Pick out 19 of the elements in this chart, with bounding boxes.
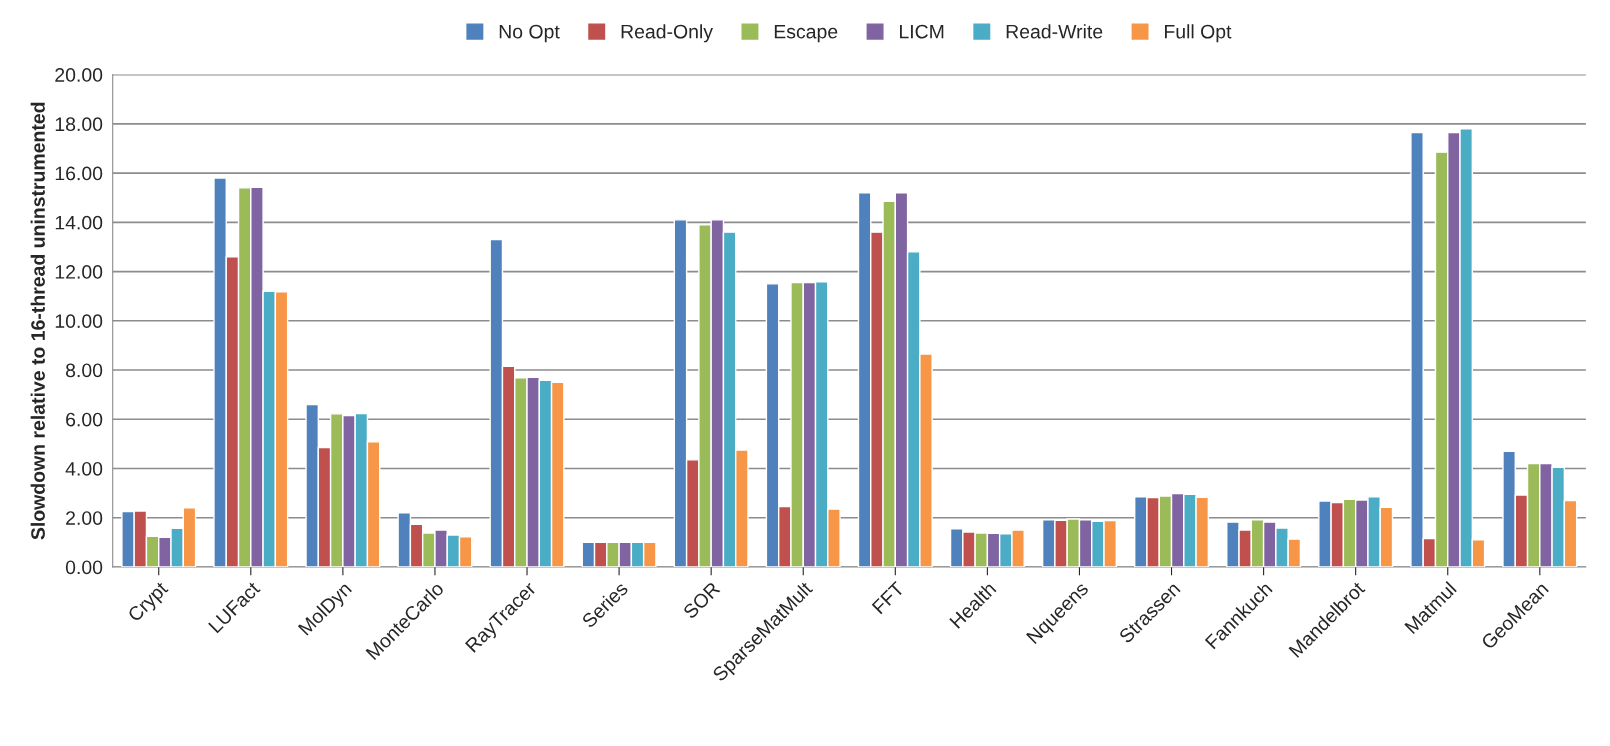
y-tick-label: 6.00 [66, 412, 103, 427]
legend-label: Read-Write [1006, 24, 1103, 39]
y-tick-label: 20.00 [55, 68, 103, 82]
y-tick-label: 14.00 [55, 215, 103, 230]
y-axis-title: Slowdown relative to 16-thread uninstrumented [30, 102, 45, 540]
y-tick-label: 2.00 [66, 511, 103, 525]
y-tick-label: 10.00 [55, 314, 103, 329]
legend-label: Full Opt [1164, 24, 1232, 43]
y-tick-label: 0.00 [65, 560, 103, 575]
legend-label: Read-Only [621, 24, 713, 43]
legend-label: No Opt [499, 24, 560, 43]
y-tick-label: 16.00 [55, 166, 103, 181]
y-tick-label: 4.00 [65, 461, 103, 476]
legend-label: LICM [900, 24, 944, 39]
y-tick-label: 12.00 [55, 265, 103, 279]
x-tick-label: FFT [871, 580, 905, 615]
legend-label: Escape [774, 24, 838, 43]
y-tick-label: 18.00 [55, 117, 103, 132]
y-tick-label: 8.00 [65, 363, 103, 378]
